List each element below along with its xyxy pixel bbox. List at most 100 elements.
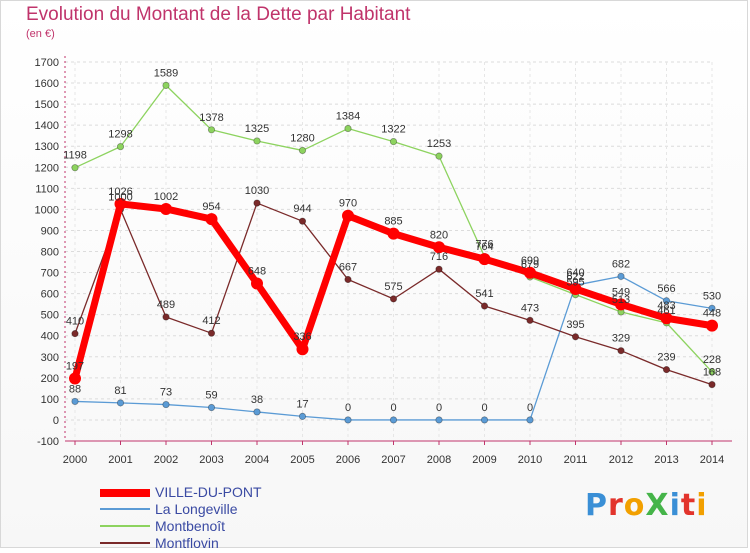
y-tick-label: 1600	[35, 78, 59, 90]
x-tick-label: 2006	[336, 454, 360, 466]
logo-letter: i	[696, 488, 708, 523]
data-point	[207, 126, 216, 134]
legend-label: Montflovin	[155, 535, 219, 551]
y-tick-label: 500	[41, 310, 59, 322]
data-point	[207, 329, 216, 337]
y-tick-label: -100	[37, 436, 59, 448]
data-point	[205, 213, 218, 226]
data-label: 595	[566, 277, 584, 289]
data-label: 716	[430, 251, 448, 263]
data-point	[160, 202, 172, 215]
data-label: 575	[384, 281, 402, 293]
legend-label: Montbenoît	[155, 518, 226, 534]
legend-swatch	[100, 542, 150, 544]
data-label: 461	[657, 305, 675, 317]
data-point	[708, 304, 716, 312]
data-label: 820	[430, 229, 448, 241]
data-label: 197	[66, 360, 84, 372]
data-point	[660, 312, 673, 325]
x-tick-label: 2011	[564, 454, 588, 466]
grid-lines	[65, 61, 713, 442]
data-label: 541	[475, 288, 493, 300]
y-tick-label: 1000	[35, 204, 59, 216]
data-label: 640	[566, 267, 584, 279]
data-point	[662, 297, 671, 305]
chart-title: Evolution du Montant de la Dette par Hab…	[26, 4, 411, 25]
series-lines	[69, 81, 718, 424]
data-point	[524, 266, 536, 279]
data-label: 667	[339, 262, 357, 274]
data-label: 1280	[290, 132, 314, 144]
x-tick-label: 2008	[427, 454, 451, 466]
data-point	[162, 400, 170, 409]
logo-letter: t	[680, 488, 697, 523]
data-point	[344, 124, 352, 133]
data-label: 0	[481, 402, 487, 414]
x-tick-label: 2005	[290, 454, 314, 466]
data-point	[706, 319, 718, 332]
data-point	[162, 81, 170, 89]
legend-label: VILLE-DU-PONT	[155, 484, 262, 500]
y-tick-label: 1700	[35, 57, 59, 69]
legend-swatch	[100, 508, 150, 510]
data-point	[114, 197, 127, 210]
legend-swatch	[100, 489, 150, 497]
x-tick-label: 2013	[654, 454, 678, 466]
data-point	[617, 272, 625, 280]
data-point	[433, 241, 445, 254]
data-point	[478, 253, 491, 266]
logo-letter: o	[623, 488, 646, 523]
data-point	[344, 275, 352, 284]
data-label: 1322	[381, 124, 405, 136]
data-label: 412	[202, 315, 220, 327]
data-label: 1378	[199, 112, 223, 124]
data-label: 81	[114, 385, 126, 397]
data-label: 682	[612, 258, 630, 270]
x-tick-label: 2009	[472, 454, 496, 466]
data-point	[342, 209, 354, 222]
data-point	[480, 416, 489, 424]
data-label: 699	[521, 255, 539, 267]
y-tick-label: 1300	[35, 141, 59, 153]
x-axis-ticks: 2000 2001 2002 2003 2004 2005 2006 2007 2008 2009…	[63, 454, 724, 466]
data-point	[435, 265, 443, 273]
data-point	[569, 282, 582, 295]
data-point	[251, 277, 263, 290]
data-label: 885	[384, 216, 402, 228]
data-label: 1298	[108, 129, 132, 141]
data-point	[480, 302, 489, 310]
data-label: 566	[657, 283, 675, 295]
logo-letter: X	[645, 488, 670, 523]
data-point	[526, 416, 534, 424]
data-label: 489	[157, 299, 175, 311]
data-point	[253, 137, 261, 145]
y-tick-label: 1100	[35, 183, 59, 195]
y-tick-label: 900	[41, 225, 59, 237]
data-label: 970	[339, 198, 357, 210]
data-label: 59	[205, 390, 217, 402]
x-tick-label: 2004	[245, 454, 269, 466]
data-label: 0	[345, 402, 351, 414]
data-point	[162, 313, 170, 321]
y-tick-label: 700	[41, 268, 59, 280]
data-label: 228	[703, 354, 721, 366]
data-label: 1002	[154, 191, 178, 203]
logo-letter: i	[669, 488, 681, 523]
data-point	[526, 316, 534, 324]
data-label: 764	[475, 241, 493, 253]
data-label: 38	[251, 394, 263, 406]
data-label: 648	[248, 266, 266, 278]
data-label: 473	[521, 302, 539, 314]
data-label: 448	[703, 308, 721, 320]
data-point	[207, 403, 216, 412]
data-label: 622	[566, 271, 584, 283]
data-point	[435, 152, 443, 160]
data-point	[662, 366, 671, 374]
y-tick-label: 600	[41, 289, 59, 301]
data-label: 0	[436, 402, 442, 414]
data-point	[298, 217, 307, 225]
data-label: 0	[527, 402, 533, 414]
y-tick-label: 1500	[35, 99, 59, 111]
data-label: 1198	[63, 150, 87, 162]
